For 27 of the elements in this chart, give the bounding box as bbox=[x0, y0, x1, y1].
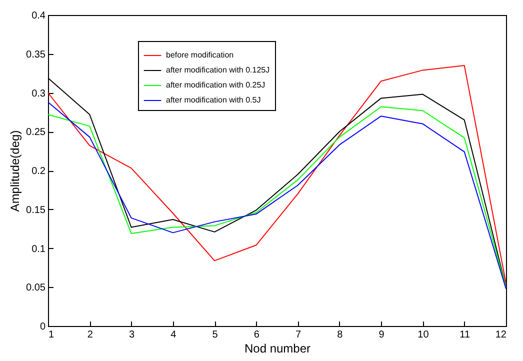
x-tick-label: 9 bbox=[378, 330, 385, 340]
y-tick-label: 0.25 bbox=[26, 127, 46, 138]
y-tick-label: 0 bbox=[40, 322, 46, 332]
x-tick-label: 5 bbox=[212, 330, 218, 340]
y-tick-label: 0.15 bbox=[26, 204, 46, 216]
legend-label: after modification with 0.5J bbox=[166, 96, 261, 104]
y-tick-label: 0.4 bbox=[32, 10, 46, 22]
x-tick-label: 4 bbox=[170, 330, 177, 340]
x-tick-label: 7 bbox=[296, 330, 302, 340]
x-axis-title: Nod number bbox=[244, 342, 311, 356]
legend-label: after modification with 0.125J bbox=[166, 66, 270, 74]
x-tick-label: 10 bbox=[418, 330, 430, 340]
y-tick-label: 0.3 bbox=[32, 88, 46, 100]
y-tick-label: 0.35 bbox=[26, 49, 46, 60]
y-axis-title: Amplitude(deg) bbox=[8, 130, 22, 212]
x-tick-label: 3 bbox=[128, 330, 135, 340]
x-tick-label: 11 bbox=[460, 330, 470, 340]
y-tick-label: 0.05 bbox=[26, 282, 46, 294]
x-tick-label: 6 bbox=[254, 330, 260, 340]
x-tick-label: 2 bbox=[87, 330, 94, 340]
x-tick-label: 8 bbox=[337, 330, 344, 340]
y-tick-label: 0.2 bbox=[32, 166, 46, 177]
legend-label: before modification bbox=[166, 50, 234, 60]
y-tick-label: 0.1 bbox=[32, 244, 46, 255]
x-tick-label: 1 bbox=[48, 330, 54, 340]
x-tick-label: 12 bbox=[495, 330, 507, 340]
legend-label: after modification with 0.25J bbox=[166, 80, 266, 90]
